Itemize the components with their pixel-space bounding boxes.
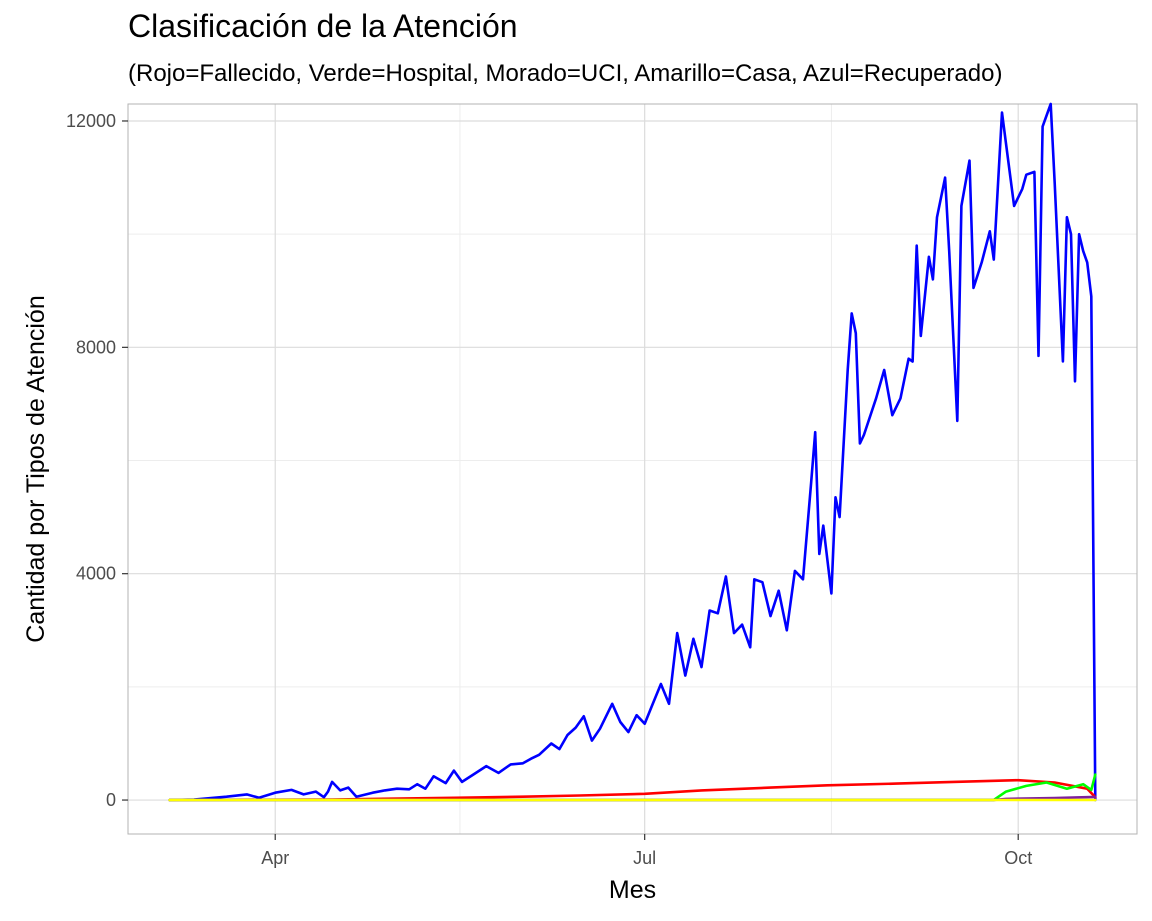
y-tick-label: 8000: [76, 337, 116, 357]
series-line-2: [168, 778, 1097, 802]
series-line-3: [168, 773, 1097, 802]
x-tick-label: Oct: [1004, 848, 1032, 868]
x-tick-label: Jul: [633, 848, 656, 868]
series-lines: [168, 102, 1097, 802]
axes: 0 4000 8000 12000 Apr Jul Oct: [66, 111, 1032, 868]
y-tick-label: 4000: [76, 564, 116, 584]
chart-subtitle: (Rojo=Fallecido, Verde=Hospital, Morado=…: [128, 60, 1003, 87]
series-line-1: [168, 102, 1097, 802]
y-axis-title: Cantidad por Tipos de Atención: [22, 295, 50, 642]
plot-panel-border: [127, 103, 1138, 835]
y-tick-label: 12000: [66, 111, 116, 131]
x-tick-label: Apr: [261, 848, 289, 868]
x-axis-title: Mes: [609, 876, 656, 904]
y-tick-label: 0: [106, 790, 116, 810]
chart-title: Clasificación de la Atención: [128, 8, 518, 44]
